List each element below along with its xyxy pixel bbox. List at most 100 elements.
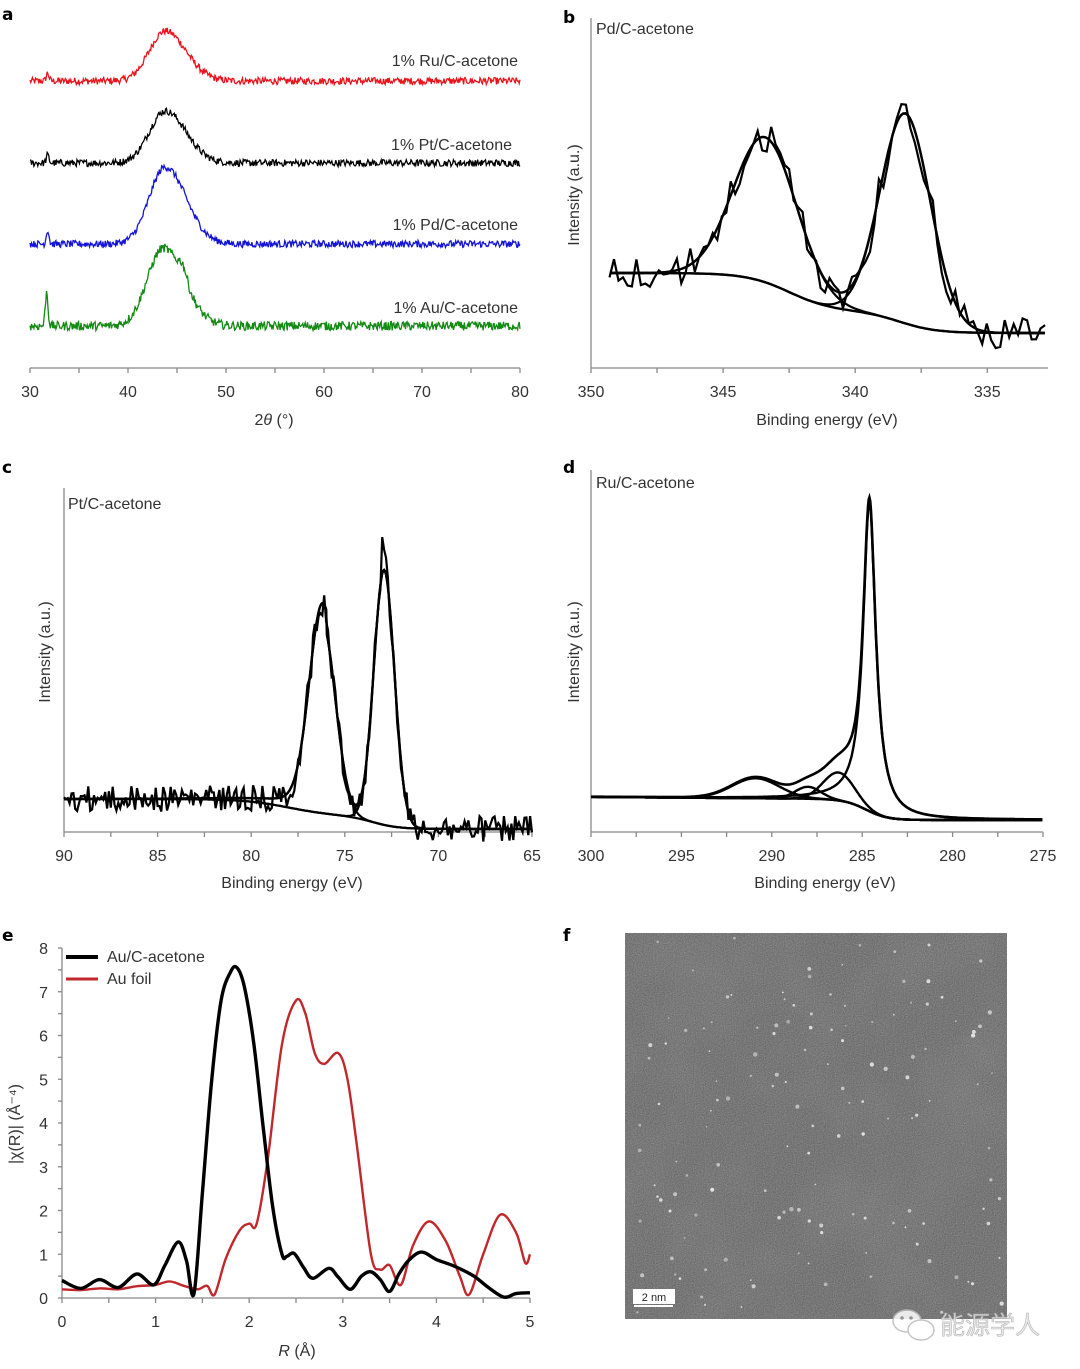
single-atom-dot [972,1030,976,1034]
panel-a-x-tick-label: 50 [217,384,235,401]
single-atom-dot [684,1028,688,1032]
panel-c-x-tick-label: 80 [242,848,260,865]
single-atom-dot [733,936,736,940]
panel-c-x-tick-label: 75 [336,848,354,865]
single-atom-dot [823,1282,828,1287]
single-atom-dot [836,1134,841,1138]
single-atom-dot [657,1102,661,1106]
xrd-series--ru-c-acetone [29,27,521,87]
panel-c-curves [63,537,534,842]
single-atom-dot [777,1215,781,1220]
single-atom-dot [664,1042,667,1045]
panel-a-xrd: 30 40 50 60 70 80 1% Ru/C-acetone 1% Pt/C-ace… [21,27,529,429]
panel-letter-e: e [2,926,14,946]
single-atom-dot [892,1221,895,1225]
xlabel-suffix: (°) [272,412,294,429]
exafs-series-au-foil [61,997,532,1297]
single-atom-dot [807,974,812,979]
single-atom-dot [656,940,659,944]
single-atom-dot [756,1026,759,1029]
series-label-au: 1% Au/C-acetone [393,300,518,317]
panel-c-x-tick-label: 85 [149,848,167,865]
single-atom-dot [807,1219,811,1223]
single-atom-dot [814,1183,817,1186]
single-atom-dot [883,1066,888,1071]
panel-c-axes: 90 85 80 75 70 65 [55,488,541,865]
wechat-icon [892,1309,935,1341]
single-atom-dot [668,1209,672,1213]
panel-b-title: Pd/C-acetone [596,21,694,38]
panel-letter-b: b [563,8,575,28]
panel-e-axes: 0 1 2 3 4 5 0 1 2 3 4 5 6 7 8 [39,941,534,1331]
panel-a-x-tick-label: 80 [511,384,529,401]
single-atom-dot [659,1198,663,1202]
single-atom-dot [797,1207,801,1212]
panel-a-x-tick-label: 30 [21,384,39,401]
single-atom-dot [710,1187,715,1192]
single-atom-dot [886,1117,890,1120]
single-atom-dot [725,1096,731,1101]
panel-e-y-tick-label: 0 [39,1291,48,1308]
single-atom-dot [922,1222,925,1225]
single-atom-dot [902,979,906,984]
single-atom-dot [772,1031,776,1036]
single-atom-dot [997,1197,1002,1201]
single-atom-dot [925,1002,929,1006]
single-atom-dot [893,950,897,953]
single-atom-dot [683,1237,686,1239]
single-atom-dot [792,1003,796,1007]
single-atom-dot [986,1221,991,1226]
panel-c-ylabel: Intensity (a.u.) [37,601,54,702]
panel-b-x-tick-label: 350 [578,384,605,401]
single-atom-dot [978,1024,982,1029]
series-label-ru: 1% Ru/C-acetone [392,53,518,70]
single-atom-dot [673,1192,678,1197]
panel-letter-d: d [563,458,575,478]
single-atom-dot [910,1001,912,1004]
single-atom-dot [774,1072,779,1077]
single-atom-dot [763,1189,767,1192]
single-atom-dot [819,1223,824,1228]
single-atom-dot [863,1216,867,1220]
single-atom-dot [715,1080,718,1083]
panel-c-title: Pt/C-acetone [68,496,161,513]
single-atom-dot [830,1028,833,1031]
legend-label-au-foil: Au foil [107,971,151,988]
single-atom-dot [845,1025,847,1027]
single-atom-dot [771,1084,775,1088]
single-atom-dot [670,1256,674,1261]
single-atom-dot [716,1098,719,1102]
single-atom-dot [987,1146,991,1150]
single-atom-dot [841,963,844,966]
single-atom-dot [827,1063,829,1065]
single-atom-dot [700,1295,704,1299]
panel-b-ylabel: Intensity (a.u.) [566,144,583,245]
panel-d-x-tick-label: 280 [939,848,966,865]
single-atom-dot [808,1025,813,1030]
single-atom-dot [636,1311,639,1314]
single-atom-dot [971,1033,976,1038]
panel-d-xlabel: Binding energy (eV) [754,875,895,892]
single-atom-dot [694,1213,698,1217]
panel-d-x-tick-label: 290 [758,848,785,865]
single-atom-dot [784,1080,787,1084]
panel-e-x-tick-label: 1 [151,1314,160,1331]
panel-f-stem-image: 2 nm [625,933,1007,1319]
single-atom-dot [907,1209,912,1213]
panel-e-x-tick-label: 4 [432,1314,441,1331]
panel-c-xlabel: Binding energy (eV) [221,875,362,892]
single-atom-dot [678,1277,682,1280]
single-atom-dot [807,1151,811,1155]
panel-e-ylabel: |χ(R)| (Å⁻⁴) [5,1084,24,1164]
single-atom-dot [749,1074,752,1077]
single-atom-dot [740,1306,743,1308]
single-atom-dot [691,969,695,972]
panel-d-xps-ru: 300 295 290 285 280 275 Ru/C-acetone Binding … [566,470,1056,892]
single-atom-dot [685,1174,689,1177]
single-atom-dot [702,1027,706,1030]
single-atom-dot [783,998,786,1001]
series-label-pt: 1% Pt/C-acetone [391,137,512,154]
single-atom-dot [848,1101,851,1104]
panel-e-x-tick-label: 3 [338,1314,347,1331]
panel-e-y-tick-label: 5 [39,1072,48,1089]
